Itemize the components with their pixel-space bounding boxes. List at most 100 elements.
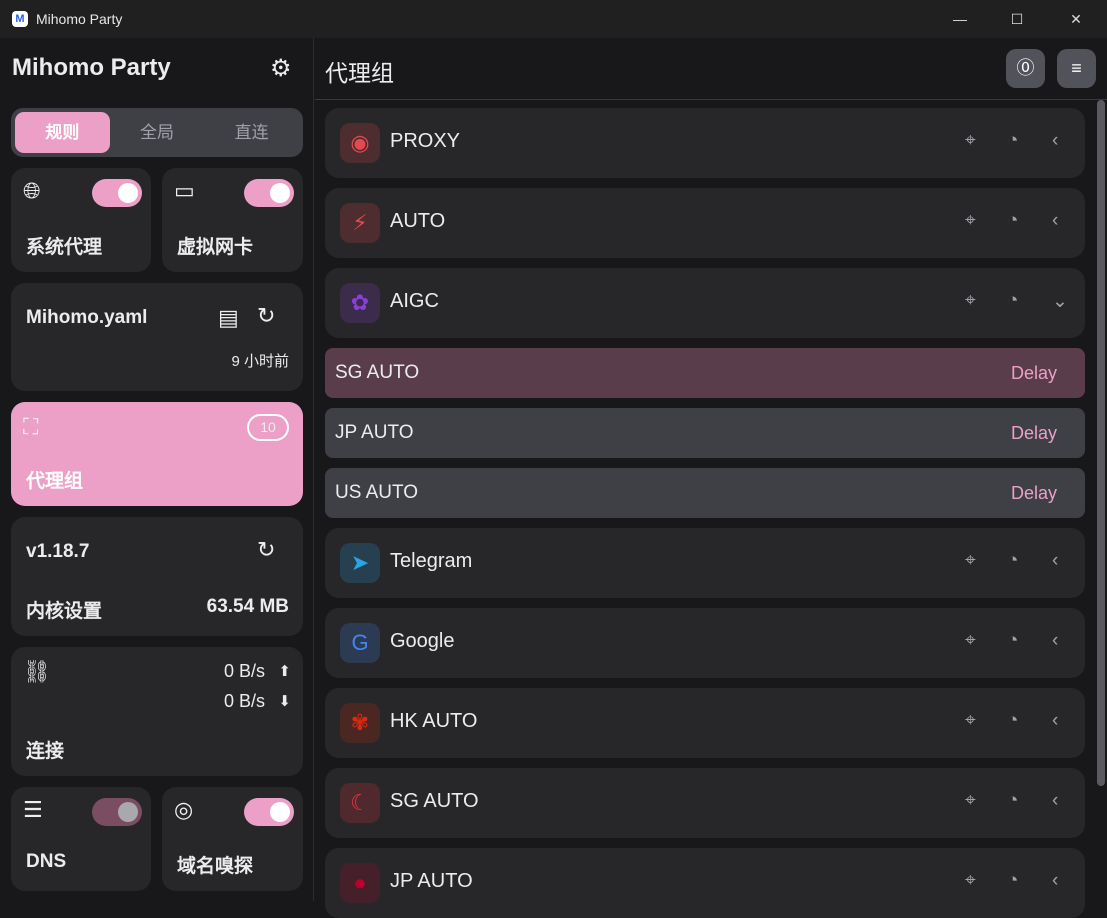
proxy-group-row[interactable]: ● JP AUTO ⌖ ◔ ‹	[325, 848, 1085, 918]
sniff-toggle[interactable]	[244, 798, 294, 826]
core-version: v1.18.7	[26, 541, 90, 562]
proxy-group-row[interactable]: ✾ HK AUTO ⌖ ◔ ‹	[325, 688, 1085, 758]
upload-arrow-icon: ⬆	[278, 663, 291, 680]
network-card-icon: ▭	[174, 178, 195, 203]
chevron-down-icon[interactable]: ⌄	[1052, 291, 1068, 312]
group-logo-icon: ✿	[340, 283, 380, 323]
proxy-groups-card[interactable]: ⛶ 10 代理组	[11, 402, 303, 506]
proxy-groups-icon: ⛶	[23, 414, 39, 439]
speedtest-gauge-icon[interactable]: ◔	[1007, 550, 1019, 571]
dns-label: DNS	[26, 851, 67, 872]
sysproxy-card[interactable]: 🌐︎ 系统代理	[11, 168, 151, 272]
proxy-group-row[interactable]: ⚡ AUTO ⌖ ◔ ‹	[325, 188, 1085, 258]
proxy-group-row[interactable]: G Google ⌖ ◔ ‹	[325, 608, 1085, 678]
proxy-node-item[interactable]: US AUTO Delay	[325, 468, 1085, 518]
group-logo-icon: ◉	[340, 123, 380, 163]
sniff-card[interactable]: ◎ 域名嗅探	[162, 787, 303, 891]
connections-card[interactable]: ⛓ 0 B/s ⬆ 0 B/s ⬇ 连接	[11, 647, 303, 776]
core-card[interactable]: v1.18.7 ↻ 内核设置 63.54 MB	[11, 517, 303, 636]
chevron-left-icon[interactable]: ‹	[1052, 790, 1059, 811]
profile-updated: 9 小时前	[231, 353, 289, 370]
speedtest-gauge-icon[interactable]: ◔	[1007, 710, 1019, 731]
proxy-group-row[interactable]: ✿ AIGC ⌖ ◔ ⌄	[325, 268, 1085, 338]
chevron-left-icon[interactable]: ‹	[1052, 130, 1059, 151]
chevron-left-icon[interactable]: ‹	[1052, 870, 1059, 891]
mode-rule-tab[interactable]: 规则	[15, 112, 110, 153]
node-name: SG AUTO	[335, 362, 420, 383]
mode-global-tab[interactable]: 全局	[140, 123, 174, 142]
core-memory: 63.54 MB	[206, 596, 289, 617]
download-arrow-icon: ⬇	[278, 693, 291, 710]
radar-icon: ◎	[174, 797, 194, 822]
connections-label: 连接	[26, 741, 65, 762]
restart-icon[interactable]: ↻	[257, 537, 276, 562]
group-logo-icon: ☾	[340, 783, 380, 823]
node-delay-button[interactable]: Delay	[1010, 483, 1057, 503]
scrollbar[interactable]	[1097, 100, 1105, 786]
tun-label: 虚拟网卡	[177, 237, 254, 258]
locate-icon[interactable]: ⌖	[965, 710, 976, 731]
locate-icon[interactable]: ⌖	[965, 290, 976, 311]
sniff-label: 域名嗅探	[177, 856, 254, 877]
group-logo-icon: G	[340, 623, 380, 663]
group-logo-icon: ⚡	[340, 203, 380, 243]
proxy-group-row[interactable]: ☾ SG AUTO ⌖ ◔ ‹	[325, 768, 1085, 838]
node-name: JP AUTO	[335, 422, 414, 443]
proxy-group-row[interactable]: ◉ PROXY ⌖ ◔ ‹	[325, 108, 1085, 178]
minimize-button[interactable]: —	[953, 11, 967, 27]
speedtest-gauge-icon[interactable]: ◔	[1007, 790, 1019, 811]
profile-name: Mihomo.yaml	[26, 307, 148, 328]
node-delay-button[interactable]: Delay	[1010, 423, 1057, 443]
group-logo-icon: ✾	[340, 703, 380, 743]
proxy-node-item[interactable]: SG AUTO Delay	[325, 348, 1085, 398]
refresh-icon[interactable]: ↻	[257, 303, 276, 328]
profile-card[interactable]: Mihomo.yaml ▤ ↻ 9 小时前	[11, 283, 303, 391]
menu-lines-button[interactable]: ≡	[1057, 49, 1096, 88]
node-delay-button[interactable]: Delay	[1010, 363, 1057, 383]
sysproxy-label: 系统代理	[26, 237, 103, 258]
mode-direct-tab[interactable]: 直连	[234, 123, 269, 142]
dns-toggle[interactable]	[92, 798, 142, 826]
group-name: SG AUTO	[390, 790, 479, 812]
chevron-left-icon[interactable]: ‹	[1052, 210, 1059, 231]
dns-card[interactable]: ☰ DNS	[11, 787, 151, 891]
sysproxy-toggle[interactable]	[92, 179, 142, 207]
locate-icon[interactable]: ⌖	[965, 130, 976, 151]
proxy-groups-count: 10	[247, 414, 289, 441]
proxy-node-item[interactable]: JP AUTO Delay	[325, 408, 1085, 458]
settings-gear-icon[interactable]: ⚙	[270, 55, 292, 82]
locate-icon[interactable]: ⌖	[965, 870, 976, 891]
speedtest-gauge-icon[interactable]: ◔	[1007, 210, 1019, 231]
title-bar: M Mihomo Party — ☐ ✕	[0, 0, 1107, 38]
group-name: AIGC	[390, 290, 439, 312]
sidebar: Mihomo Party ⚙ 规则 全局 直连 🌐︎ 系统代理 ▭ 虚拟网卡 M…	[0, 38, 314, 901]
link-icon: ⛓	[23, 659, 51, 684]
group-name: Google	[390, 630, 455, 652]
document-icon[interactable]: ▤	[218, 305, 239, 330]
locate-icon[interactable]: ⌖	[965, 790, 976, 811]
group-logo-icon: ●	[340, 863, 380, 903]
proxy-groups-label: 代理组	[26, 471, 84, 492]
speedtest-gauge-icon[interactable]: ◔	[1007, 290, 1019, 311]
maximize-button[interactable]: ☐	[1010, 11, 1024, 27]
speedtest-gauge-icon[interactable]: ◔	[1007, 870, 1019, 891]
group-name: JP AUTO	[390, 870, 473, 892]
proxy-group-row[interactable]: ➤ Telegram ⌖ ◔ ‹	[325, 528, 1085, 598]
header-divider	[315, 99, 1107, 100]
page-title: 代理组	[325, 60, 394, 86]
chevron-left-icon[interactable]: ‹	[1052, 710, 1059, 731]
tun-toggle[interactable]	[244, 179, 294, 207]
delay-sort-button[interactable]: ⓪	[1006, 49, 1045, 88]
locate-icon[interactable]: ⌖	[965, 210, 976, 231]
locate-icon[interactable]: ⌖	[965, 550, 976, 571]
app-logo-icon: M	[12, 11, 28, 27]
chevron-left-icon[interactable]: ‹	[1052, 630, 1059, 651]
tun-card[interactable]: ▭ 虚拟网卡	[162, 168, 303, 272]
group-name: PROXY	[390, 130, 461, 152]
locate-icon[interactable]: ⌖	[965, 630, 976, 651]
core-label: 内核设置	[26, 601, 103, 622]
chevron-left-icon[interactable]: ‹	[1052, 550, 1059, 571]
speedtest-gauge-icon[interactable]: ◔	[1007, 130, 1019, 151]
close-button[interactable]: ✕	[1070, 11, 1082, 27]
speedtest-gauge-icon[interactable]: ◔	[1007, 630, 1019, 651]
